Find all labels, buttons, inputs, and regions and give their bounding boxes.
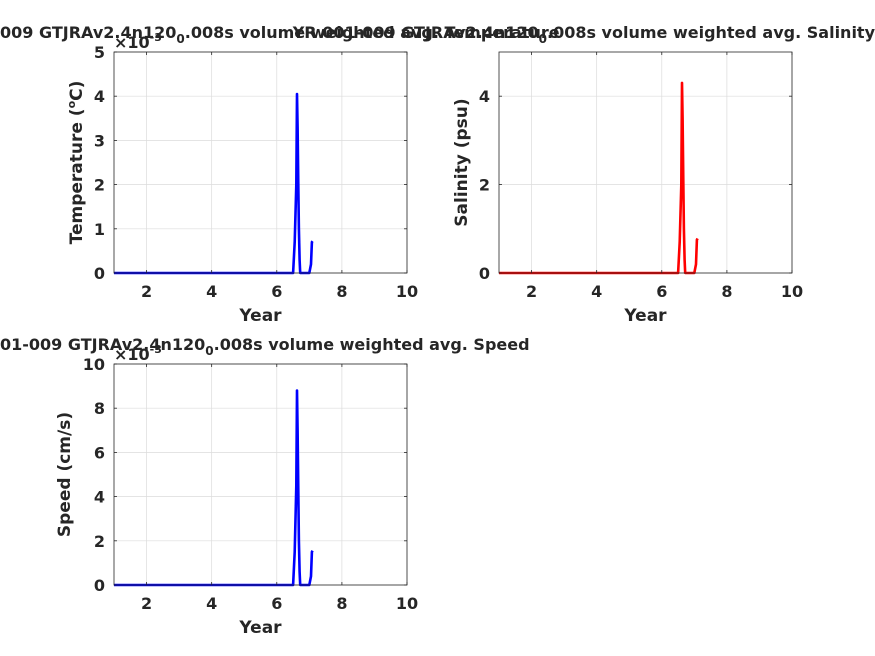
x-tick-label: 4 xyxy=(591,282,602,301)
y-tick-label: 4 xyxy=(94,488,105,507)
x-tick-label: 10 xyxy=(396,282,418,301)
y-axis-label: Salinity (psu) xyxy=(452,98,472,226)
y-tick-label: 4 xyxy=(479,87,490,106)
x-axis-label: Year xyxy=(623,306,667,326)
y-tick-label: 0 xyxy=(94,576,105,595)
x-tick-label: 4 xyxy=(206,282,217,301)
y-tick-label: 1 xyxy=(94,220,105,239)
y-tick-label: 5 xyxy=(94,43,105,62)
series-line xyxy=(114,92,314,275)
y-tick-label: 4 xyxy=(94,87,105,106)
axes-box xyxy=(113,363,408,586)
x-tick-label: 8 xyxy=(336,282,347,301)
y-tick-label: 6 xyxy=(94,443,105,462)
y-tick-label: 0 xyxy=(94,264,105,283)
axes-box xyxy=(113,51,408,274)
y-axis-label: Speed (cm/s) xyxy=(55,412,75,537)
x-tick-label: 2 xyxy=(141,594,152,613)
subplot-2: 2 4 6 8 10 0 2 4 Year Salinity (psu) YR 001-009 GT… xyxy=(292,23,875,326)
subplot-title: 009 GTJRAv2.4n1200.008s volume weighted … xyxy=(0,23,560,46)
axes-background xyxy=(499,52,792,273)
subplot-title: YR 001-009 GTJRAv2.4n1200.008s volume we… xyxy=(292,23,875,46)
y-tick-label: 2 xyxy=(94,176,105,195)
x-tick-label: 6 xyxy=(271,282,282,301)
subplot-1: 2 4 6 8 10 0 1 2 3 4 5 Year Temperature (oC) 009 GTJR… xyxy=(0,23,560,326)
y-exponent-label: ×10-3 xyxy=(114,343,162,364)
x-axis-label: Year xyxy=(238,306,282,326)
y-tick-label: 2 xyxy=(479,176,490,195)
series-line xyxy=(499,81,699,275)
y-tick-label: 10 xyxy=(83,355,105,374)
y-tick-label: 2 xyxy=(94,532,105,551)
y-axis-label: Temperature (oC) xyxy=(65,81,87,245)
axes-box xyxy=(498,51,793,274)
axes-background xyxy=(114,52,407,273)
x-tick-label: 8 xyxy=(721,282,732,301)
subplot-title: 01-009 GTJRAv2.4n1200.008s volume weight… xyxy=(0,335,530,358)
x-tick-label: 6 xyxy=(271,594,282,613)
x-axis-label: Year xyxy=(238,618,282,638)
x-tick-label: 4 xyxy=(206,594,217,613)
y-tick-label: 3 xyxy=(94,131,105,150)
y-exponent-label: ×10-3 xyxy=(114,31,162,52)
y-tick-label: 8 xyxy=(94,399,105,418)
x-tick-label: 8 xyxy=(336,594,347,613)
x-tick-label: 10 xyxy=(396,594,418,613)
x-tick-label: 10 xyxy=(781,282,803,301)
x-tick-label: 2 xyxy=(141,282,152,301)
y-tick-label: 0 xyxy=(479,264,490,283)
series-line xyxy=(114,389,314,587)
x-tick-label: 6 xyxy=(656,282,667,301)
subplot-3: 2 4 6 8 10 0 2 4 6 8 10 Year Speed (cm/s) 01-009 GTJR… xyxy=(0,335,530,638)
axes-background xyxy=(114,364,407,585)
x-tick-label: 2 xyxy=(526,282,537,301)
